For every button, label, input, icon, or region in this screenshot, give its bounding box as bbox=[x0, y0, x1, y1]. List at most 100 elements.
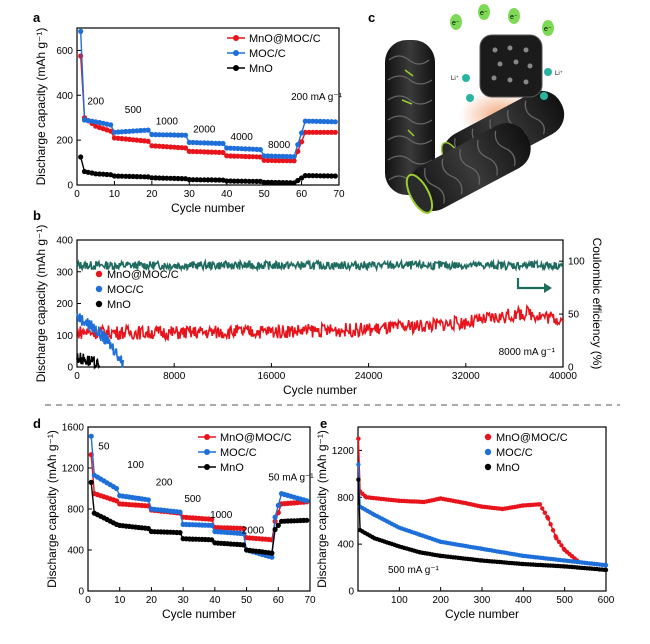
rate-label: 1000 bbox=[210, 510, 233, 521]
data-point bbox=[201, 149, 207, 155]
x-tick-label: 200 bbox=[432, 595, 449, 606]
series-mno bbox=[356, 477, 609, 573]
data-point bbox=[239, 153, 245, 159]
data-point bbox=[205, 177, 211, 183]
data-point bbox=[123, 128, 129, 135]
data-point bbox=[313, 118, 320, 124]
series-mno-moc-c bbox=[76, 304, 564, 343]
data-point bbox=[164, 144, 170, 150]
series-mno bbox=[88, 479, 310, 556]
data-point bbox=[272, 526, 278, 533]
data-point bbox=[119, 129, 125, 135]
data-point bbox=[190, 139, 196, 146]
x-tick-label: 24000 bbox=[355, 371, 383, 382]
chart-e: 100 200 300 400 500 600 0 400 800 1200 Cycle numbe… bbox=[315, 426, 615, 621]
data-point bbox=[269, 554, 275, 560]
data-point bbox=[299, 139, 305, 145]
rate-label: 100 bbox=[127, 460, 144, 471]
data-point bbox=[254, 178, 260, 184]
x-tick-label: 8000 bbox=[163, 371, 186, 382]
data-point bbox=[269, 179, 275, 185]
data-point bbox=[220, 149, 226, 156]
nanorod-illustration: e⁻ e⁻ e⁻ e⁻ Li⁺ Li⁺ bbox=[385, 4, 565, 214]
y-axis-title: Discharge capacity (mAh g⁻¹) bbox=[45, 430, 59, 588]
data-point bbox=[231, 153, 237, 159]
rate-label: 1000 bbox=[156, 116, 179, 127]
y-tick-label: 1600 bbox=[62, 423, 85, 434]
lithium-ions bbox=[462, 68, 552, 102]
data-point bbox=[164, 175, 170, 181]
data-point bbox=[153, 175, 159, 181]
data-point bbox=[240, 525, 246, 532]
panel-label-b: b bbox=[33, 208, 41, 223]
data-point bbox=[313, 129, 320, 135]
rate-label: 500 bbox=[125, 105, 142, 116]
x-tick-label: 0 bbox=[74, 189, 80, 200]
data-point bbox=[160, 143, 166, 150]
y-tick-label: 400 bbox=[56, 236, 73, 247]
legend-marker bbox=[233, 65, 239, 71]
data-point bbox=[130, 128, 136, 134]
x-axis-title: Cycle number bbox=[171, 201, 245, 215]
current-density-label: 500 mA g⁻¹ bbox=[388, 565, 440, 576]
x-axis-title: Cycle number bbox=[162, 607, 236, 621]
data-point bbox=[212, 149, 219, 155]
data-point bbox=[310, 129, 316, 135]
vertical-rod bbox=[385, 40, 435, 195]
legend-label: MnO@MOC/C bbox=[249, 33, 321, 45]
legend-label: MOC/C bbox=[249, 48, 286, 60]
axis-arrow-head bbox=[544, 283, 552, 293]
data-point bbox=[186, 177, 192, 183]
data-point bbox=[280, 153, 286, 159]
data-point bbox=[257, 147, 263, 153]
data-point bbox=[190, 148, 196, 155]
data-point bbox=[205, 140, 211, 146]
data-point bbox=[126, 128, 132, 134]
data-point bbox=[227, 153, 234, 159]
legend-marker bbox=[233, 50, 239, 56]
data-point bbox=[138, 174, 144, 180]
legend-marker bbox=[233, 35, 239, 41]
data-point bbox=[269, 550, 275, 556]
series-mno bbox=[76, 352, 101, 371]
data-point bbox=[261, 157, 267, 163]
series-moc-c bbox=[78, 28, 338, 160]
data-point bbox=[209, 177, 215, 183]
data-point bbox=[201, 177, 207, 183]
data-point bbox=[287, 180, 293, 186]
plot-frame bbox=[76, 239, 564, 368]
data-point bbox=[317, 173, 323, 179]
data-point bbox=[242, 153, 248, 160]
legend-label: MnO bbox=[220, 462, 244, 474]
series-moc-c bbox=[356, 462, 609, 568]
data-point bbox=[113, 485, 120, 492]
data-point bbox=[280, 158, 286, 164]
data-point bbox=[171, 144, 177, 150]
data-point bbox=[171, 132, 177, 138]
panel-label-e: e bbox=[320, 416, 327, 431]
data-point bbox=[149, 175, 155, 181]
legend-label: MOC/C bbox=[107, 284, 144, 296]
data-point bbox=[108, 122, 114, 128]
data-point bbox=[212, 177, 219, 183]
legend-marker bbox=[204, 464, 210, 470]
series-line bbox=[76, 313, 124, 368]
data-point bbox=[179, 176, 185, 182]
data-point bbox=[227, 178, 234, 184]
y-tick-label: 1200 bbox=[62, 464, 85, 475]
data-point bbox=[168, 132, 174, 138]
data-point bbox=[130, 173, 136, 180]
data-point bbox=[156, 143, 162, 149]
data-point bbox=[265, 179, 271, 185]
data-point bbox=[179, 145, 185, 151]
legend-label: MOC/C bbox=[220, 447, 257, 459]
data-point bbox=[111, 135, 117, 141]
data-point bbox=[272, 514, 278, 520]
data-point bbox=[272, 157, 278, 164]
lithium-label: Li⁺ bbox=[451, 75, 459, 82]
rate-label: 4000 bbox=[231, 132, 254, 143]
rate-label: 200 mA g⁻¹ bbox=[291, 92, 343, 103]
data-point bbox=[265, 153, 271, 159]
